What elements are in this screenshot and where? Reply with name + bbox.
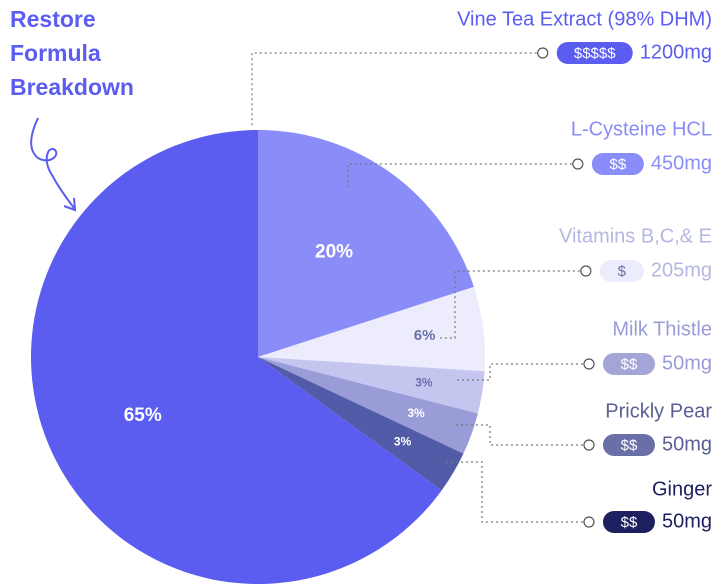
price-pill [602, 511, 655, 533]
price-label: $$ [621, 514, 638, 531]
price-label: $$ [621, 437, 638, 454]
legend-name: Vine Tea Extract (98% DHM) [457, 8, 712, 30]
leader-line [445, 461, 583, 523]
price-pill [591, 153, 644, 175]
legend-marker [580, 265, 592, 277]
slice-label: 3% [415, 375, 433, 389]
slice-label: 6% [414, 327, 436, 344]
legend-name: Ginger [652, 478, 712, 500]
pie-slice [258, 130, 474, 357]
price-pill [602, 434, 655, 456]
leader-line [347, 163, 572, 190]
slice-label: 3% [394, 435, 412, 449]
pie-slice [258, 286, 485, 372]
legend-marker [537, 47, 549, 59]
legend-name: Prickly Pear [605, 400, 712, 422]
pie-slice [30, 130, 442, 584]
legend-amount: 50mg [662, 352, 712, 374]
legend-amount: 50mg [662, 510, 712, 532]
price-label: $ [618, 263, 627, 280]
price-pill [602, 353, 655, 375]
arrow-head [63, 197, 77, 212]
price-pill [556, 42, 633, 64]
legend-name: L-Cysteine HCL [571, 118, 712, 140]
legend-amount: 450mg [651, 152, 712, 174]
pie-slice [258, 357, 464, 491]
slice-label: 20% [315, 241, 353, 262]
leader-line [455, 363, 583, 381]
price-label: $$ [621, 356, 638, 373]
legend-marker [583, 439, 595, 451]
leader-line [251, 52, 537, 128]
slice-label: 65% [124, 405, 162, 426]
pie-slice [258, 357, 485, 414]
price-label: $$ [610, 156, 627, 173]
legend-marker [572, 158, 584, 170]
arrow [30, 117, 75, 209]
leader-line [455, 424, 583, 446]
legend-name: Vitamins B,C,& E [559, 225, 712, 247]
price-pill [599, 260, 644, 282]
pie-slice [258, 357, 478, 454]
legend-marker [583, 516, 595, 528]
legend-amount: 50mg [662, 433, 712, 455]
legend-amount: 1200mg [640, 41, 712, 63]
chart-title: Restore Formula Breakdown [10, 6, 134, 100]
legend-marker [583, 358, 595, 370]
slice-label: 3% [407, 406, 425, 420]
legend-amount: 205mg [651, 259, 712, 281]
price-label: $$$$$ [574, 45, 616, 62]
legend-name: Milk Thistle [612, 318, 712, 340]
